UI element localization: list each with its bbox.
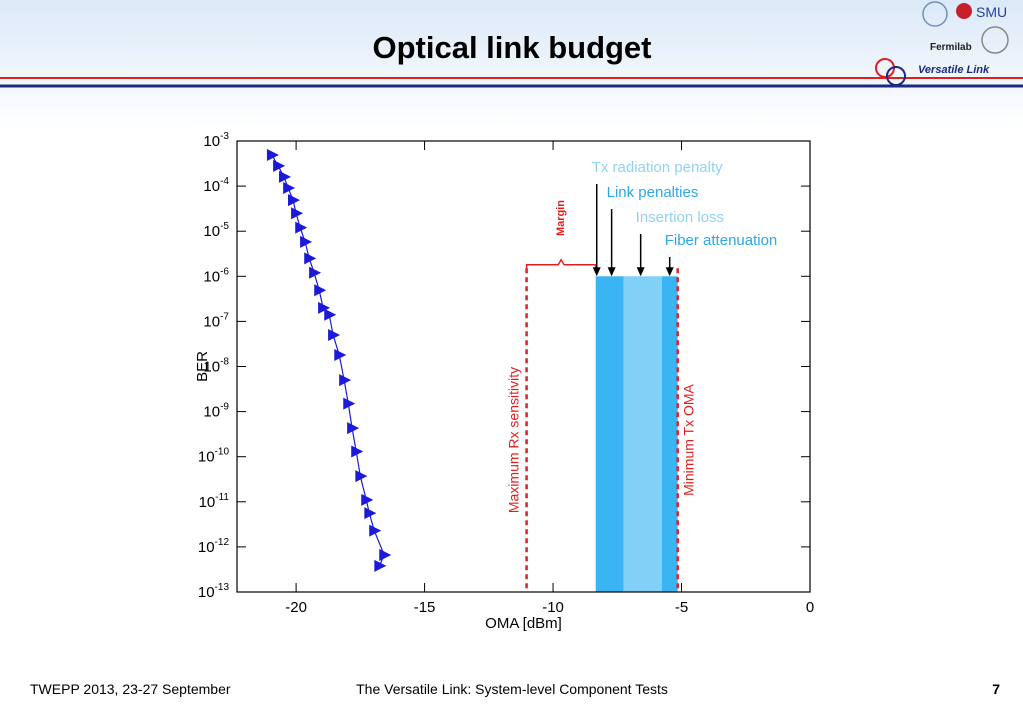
logo-versatile-link: Versatile Link <box>918 64 990 76</box>
ber-point <box>374 559 387 572</box>
ber-point <box>339 374 352 387</box>
y-tick-label: 10-6 <box>203 266 229 285</box>
y-tick-label: 10-8 <box>203 357 229 376</box>
ber-point <box>361 493 374 506</box>
slide-title: Optical link budget <box>372 30 651 65</box>
ber-point <box>334 348 347 361</box>
ber-point <box>369 524 382 537</box>
margin-bracket <box>525 258 597 271</box>
ber-point <box>300 235 313 248</box>
y-tick-exponent: -9 <box>220 402 229 413</box>
ber-point <box>291 207 304 220</box>
x-tick-label: -5 <box>675 599 688 616</box>
ber-point <box>279 170 292 183</box>
ber-point <box>314 284 327 297</box>
y-tick-exponent: -11 <box>215 492 229 503</box>
logo-smu-badge <box>956 3 972 19</box>
penalty-label: Link penalties <box>607 184 699 201</box>
y-tick-exponent: -5 <box>220 221 229 232</box>
ber-point <box>288 194 301 207</box>
ber-point <box>318 301 331 314</box>
ber-point <box>309 266 322 279</box>
budget-band <box>661 276 678 592</box>
ber-point <box>364 507 377 520</box>
arrow-head <box>665 267 674 277</box>
y-tick-base: 10 <box>203 133 220 150</box>
logo-fermilab: Fermilab <box>930 42 972 53</box>
arrow-head <box>607 267 616 277</box>
y-tick-base: 10 <box>198 539 215 556</box>
ber-point <box>379 549 392 562</box>
ber-point <box>328 328 341 341</box>
arrow-head <box>592 267 601 277</box>
y-tick-exponent: -10 <box>215 447 230 458</box>
footer-left: TWEPP 2013, 23-27 September <box>30 681 231 697</box>
logo-ring-navy <box>886 66 906 86</box>
y-tick-label: 10-13 <box>198 582 230 601</box>
x-tick-label: -15 <box>414 599 436 616</box>
y-tick-exponent: -3 <box>220 131 229 142</box>
y-tick-base: 10 <box>198 449 215 466</box>
ber-point <box>355 470 368 483</box>
y-tick-exponent: -13 <box>215 582 230 593</box>
y-tick-label: 10-11 <box>199 492 230 511</box>
y-tick-base: 10 <box>203 313 220 330</box>
limit-label: Maximum Rx sensitivity <box>505 367 521 513</box>
ber-point <box>304 252 317 265</box>
y-tick-label: 10-12 <box>198 537 230 556</box>
y-tick-exponent: -7 <box>220 311 229 322</box>
y-tick-base: 10 <box>203 404 220 421</box>
logo-oxford <box>981 26 1009 54</box>
y-tick-label: 10-5 <box>203 221 229 240</box>
ber-point <box>324 308 337 321</box>
logo-smu: SMU <box>976 4 1007 20</box>
y-tick-label: 10-7 <box>203 311 229 330</box>
y-tick-exponent: -6 <box>220 266 229 277</box>
limit-label: Minimum Tx OMA <box>680 383 696 495</box>
footer-center: The Versatile Link: System-level Compone… <box>356 681 668 697</box>
ber-point <box>295 221 308 234</box>
penalty-label: Fiber attenuation <box>665 232 778 249</box>
budget-band <box>595 276 624 592</box>
margin-label: Margin <box>555 200 567 236</box>
budget-band <box>623 276 662 592</box>
y-tick-exponent: -4 <box>220 176 229 187</box>
ber-point <box>266 148 279 161</box>
y-tick-label: 10-3 <box>203 131 229 150</box>
y-tick-exponent: -8 <box>220 357 229 368</box>
x-tick-label: 0 <box>806 599 814 616</box>
ber-point <box>351 445 364 458</box>
y-tick-base: 10 <box>199 494 216 511</box>
x-tick-label: -20 <box>285 599 307 616</box>
logo-cern <box>922 1 948 27</box>
y-tick-base: 10 <box>203 223 220 240</box>
ber-point <box>283 181 296 194</box>
penalty-label: Insertion loss <box>636 209 724 226</box>
x-axis-label: OMA [dBm] <box>485 615 562 632</box>
y-tick-label: 10-10 <box>198 447 230 466</box>
y-tick-base: 10 <box>203 268 220 285</box>
x-tick-label: -10 <box>542 599 564 616</box>
ber-point <box>273 159 286 172</box>
page-number: 7 <box>992 681 1000 697</box>
y-tick-base: 10 <box>198 584 215 601</box>
y-tick-label: 10-4 <box>203 176 229 195</box>
ber-point <box>347 422 360 435</box>
y-tick-exponent: -12 <box>215 537 230 548</box>
ber-point <box>343 397 356 410</box>
penalty-label: Tx radiation penalty <box>592 159 723 176</box>
y-tick-label: 10-9 <box>203 402 229 421</box>
arrow-head <box>636 267 645 277</box>
chart-background <box>193 126 823 630</box>
y-tick-base: 10 <box>203 359 220 376</box>
y-axis-label: BER <box>194 351 211 382</box>
y-tick-base: 10 <box>203 178 220 195</box>
